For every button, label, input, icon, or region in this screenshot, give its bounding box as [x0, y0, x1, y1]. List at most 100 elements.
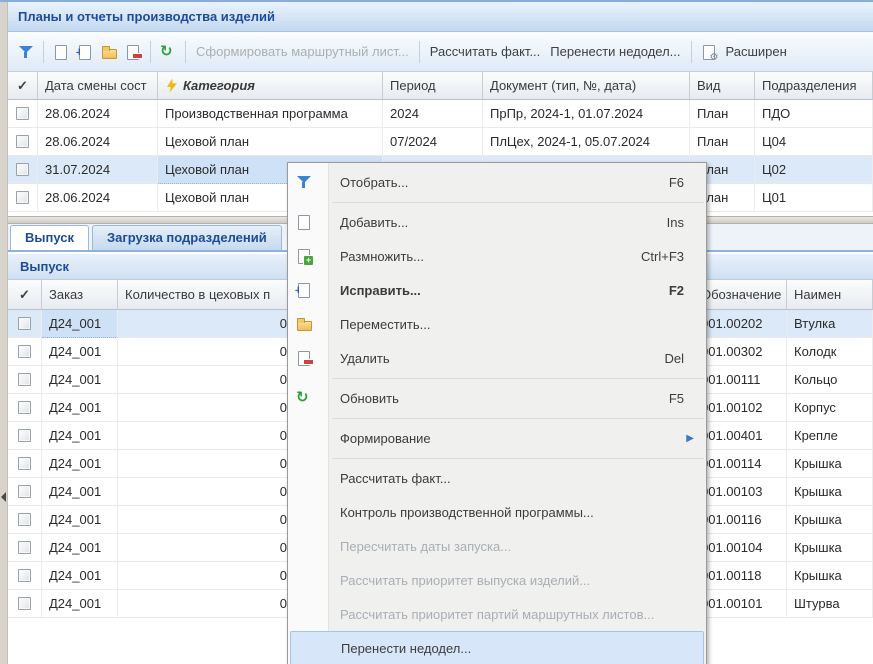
menu-item-label: Исправить...	[340, 282, 421, 298]
row-checkbox-cell	[8, 478, 42, 506]
menu-item[interactable]: Перенести недодел...	[290, 631, 704, 664]
column-header-name[interactable]: Наимен	[787, 280, 873, 310]
menu-item[interactable]: Исправить... F2	[288, 273, 706, 307]
menu-item[interactable]: Добавить... Ins	[288, 205, 706, 239]
cell-kind: План	[690, 100, 755, 128]
row-checkbox[interactable]	[18, 457, 31, 470]
row-checkbox[interactable]	[18, 485, 31, 498]
menu-item[interactable]: Отобрать... F6	[288, 165, 706, 199]
row-checkbox[interactable]	[16, 135, 29, 148]
filter-button[interactable]	[14, 40, 38, 64]
row-checkbox[interactable]	[18, 569, 31, 582]
menu-item-shortcut: Del	[664, 350, 684, 366]
row-checkbox[interactable]	[18, 513, 31, 526]
extended-ops-button[interactable]	[697, 40, 721, 64]
move-button[interactable]	[97, 40, 121, 64]
cell-qty: 0	[118, 422, 295, 450]
row-checkbox[interactable]	[16, 107, 29, 120]
doc-delete-icon	[125, 44, 143, 60]
cell-name: Корпус	[787, 394, 873, 422]
menu-separator	[332, 199, 704, 205]
menu-item[interactable]: Удалить Del	[288, 341, 706, 375]
tab-vypusk[interactable]: Выпуск	[10, 225, 89, 250]
cell-name: Колодк	[787, 338, 873, 366]
row-checkbox[interactable]	[18, 597, 31, 610]
check-column-header[interactable]: ✓	[8, 72, 38, 100]
table-row[interactable]: Д24_001 0 001.00103 Крышка	[8, 478, 873, 506]
menu-item-icon	[296, 504, 312, 520]
menu-separator	[332, 375, 704, 381]
cell-qty: 0	[118, 450, 295, 478]
toolbar-separator	[185, 40, 186, 63]
cell-kind: План	[690, 128, 755, 156]
row-checkbox[interactable]	[18, 429, 31, 442]
add-button[interactable]	[49, 40, 73, 64]
table-row[interactable]: 28.06.2024 Цеховой план 07/2024 ПлЦех, 2…	[8, 128, 873, 156]
menu-item-label: Отобрать...	[340, 174, 409, 190]
row-checkbox[interactable]	[18, 541, 31, 554]
cell-name: Кольцо	[787, 366, 873, 394]
doc-edit-icon	[295, 282, 312, 298]
table-row[interactable]: 28.06.2024 Производственная программа 20…	[8, 100, 873, 128]
column-header-designation[interactable]: Обозначение	[694, 280, 787, 310]
refresh-button[interactable]	[156, 40, 180, 64]
cell-name: Крышка	[787, 562, 873, 590]
row-checkbox[interactable]	[16, 163, 29, 176]
menu-item[interactable]: Переместить...	[288, 307, 706, 341]
cell-designation: 001.00104	[694, 534, 787, 562]
table-row[interactable]: 28.06.2024 Цеховой план План Ц01	[8, 184, 873, 212]
row-checkbox-cell	[8, 590, 42, 618]
menu-item[interactable]: Формирование ▶	[288, 421, 706, 455]
menu-item-icon	[296, 572, 312, 588]
cell-order: Д24_001	[42, 338, 118, 366]
row-checkbox-cell	[8, 394, 42, 422]
move-backlog-button[interactable]: Перенести недодел...	[550, 44, 681, 59]
column-header-order[interactable]: Заказ	[42, 280, 118, 310]
row-checkbox[interactable]	[18, 373, 31, 386]
extended-ops-label[interactable]: Расширен	[725, 44, 787, 59]
row-checkbox[interactable]	[16, 191, 29, 204]
calc-fact-button[interactable]: Рассчитать факт...	[429, 44, 541, 59]
column-header-category[interactable]: Категория	[158, 72, 383, 100]
table-row[interactable]: Д24_001 0 001.00401 Крепле	[8, 422, 873, 450]
column-header-period[interactable]: Период	[383, 72, 483, 100]
doc-new-icon	[53, 44, 69, 60]
menu-item-label: Обновить	[340, 390, 399, 406]
row-checkbox[interactable]	[18, 401, 31, 414]
doc-gear-icon	[701, 44, 719, 63]
menu-item-label: Перенести недодел...	[341, 640, 472, 656]
menu-item[interactable]: Обновить F5	[288, 381, 706, 415]
column-header-kind[interactable]: Вид	[690, 72, 755, 100]
column-header-date[interactable]: Дата смены сост	[38, 72, 158, 100]
lightning-icon	[165, 79, 179, 93]
row-checkbox[interactable]	[18, 317, 31, 330]
delete-button[interactable]	[121, 40, 145, 64]
column-header-qty-shop-plans[interactable]: Количество в цеховых п	[118, 280, 295, 310]
cell-designation: 001.00103	[694, 478, 787, 506]
page-title: Планы и отчеты производства изделий	[18, 9, 275, 24]
menu-item-shortcut: F6	[668, 174, 684, 190]
cell-date: 31.07.2024	[38, 156, 158, 184]
column-header-departments[interactable]: Подразделения	[755, 72, 873, 100]
menu-item-shortcut: F2	[668, 282, 684, 298]
cell-category: Производственная программа	[158, 100, 383, 128]
row-checkbox-cell	[8, 156, 38, 184]
toolbar-separator	[43, 40, 44, 63]
menu-item-label: Добавить...	[340, 214, 409, 230]
menu-item[interactable]: Контроль производственной программы...	[288, 495, 706, 529]
edit-button[interactable]	[73, 40, 97, 64]
menu-item-icon	[297, 640, 313, 656]
cell-designation: 001.00114	[694, 450, 787, 478]
check-column-header[interactable]: ✓	[8, 280, 42, 310]
collapse-panel-button[interactable]	[0, 488, 8, 506]
row-checkbox[interactable]	[18, 345, 31, 358]
column-header-document[interactable]: Документ (тип, №, дата)	[483, 72, 690, 100]
menu-item[interactable]: Размножить... Ctrl+F3	[288, 239, 706, 273]
title-bar: Планы и отчеты производства изделий	[8, 2, 873, 32]
menu-item[interactable]: Рассчитать факт...	[288, 461, 706, 495]
cell-name: Крышка	[787, 478, 873, 506]
row-checkbox-cell	[8, 338, 42, 366]
tab-zagruzka-podrazdeleniy[interactable]: Загрузка подразделений	[92, 225, 282, 250]
cell-document: ПрПр, 2024-1, 01.07.2024	[483, 100, 690, 128]
